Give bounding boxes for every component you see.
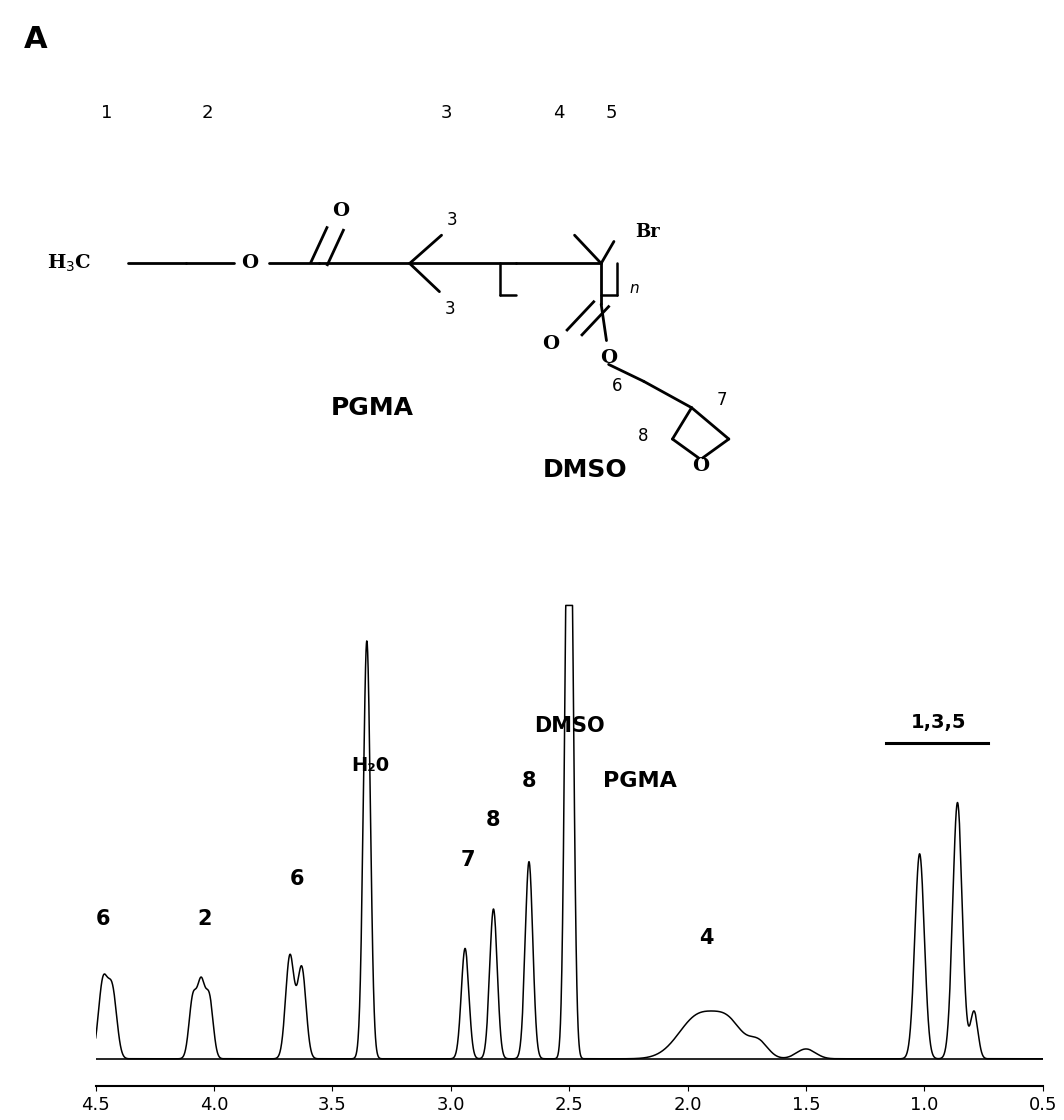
- Text: 2: 2: [202, 104, 213, 122]
- Text: O: O: [332, 203, 349, 221]
- Text: Br: Br: [635, 223, 660, 241]
- Text: O: O: [692, 457, 710, 475]
- Text: 8: 8: [521, 771, 536, 791]
- Text: 5: 5: [606, 104, 617, 122]
- Text: 4: 4: [553, 104, 564, 122]
- Text: H$_3$C: H$_3$C: [47, 253, 92, 274]
- Text: 3: 3: [442, 104, 452, 122]
- Text: 4: 4: [699, 928, 714, 949]
- Text: DMSO: DMSO: [543, 458, 628, 483]
- Text: 7: 7: [716, 391, 727, 409]
- Text: 1,3,5: 1,3,5: [911, 712, 966, 731]
- Text: 8: 8: [486, 810, 501, 830]
- Text: 7: 7: [461, 850, 475, 869]
- Text: PGMA: PGMA: [603, 771, 677, 791]
- Text: 6: 6: [96, 908, 110, 928]
- Text: 1: 1: [101, 104, 112, 122]
- Text: 3: 3: [445, 299, 455, 318]
- Text: 3: 3: [447, 211, 458, 228]
- Text: n: n: [630, 281, 639, 296]
- Text: A: A: [23, 25, 47, 54]
- Text: 6: 6: [612, 377, 622, 395]
- Text: O: O: [242, 254, 259, 272]
- Text: 2: 2: [198, 908, 212, 928]
- Text: 6: 6: [289, 869, 304, 889]
- Text: 8: 8: [637, 427, 648, 445]
- Text: O: O: [600, 349, 617, 367]
- Text: DMSO: DMSO: [534, 716, 604, 736]
- Text: PGMA: PGMA: [331, 395, 414, 420]
- Text: H₂0: H₂0: [351, 756, 389, 775]
- Text: O: O: [543, 335, 560, 353]
